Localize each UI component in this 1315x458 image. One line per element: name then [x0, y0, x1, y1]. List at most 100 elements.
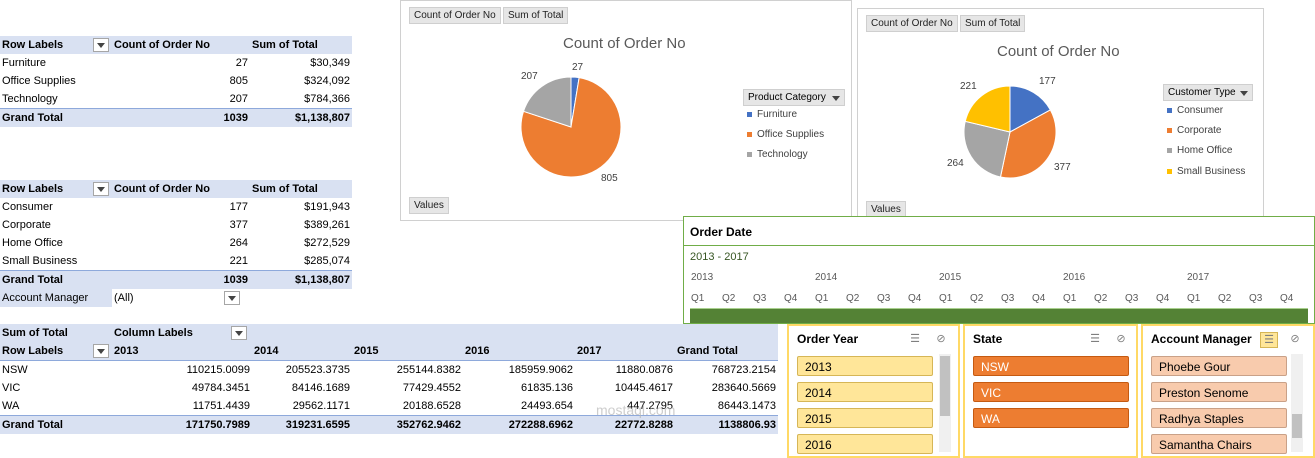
data-label: 264 [947, 158, 964, 169]
legend-swatch [747, 111, 752, 117]
pivot-chart-customer-type[interactable]: Count of Order No Sum of Total Count of … [857, 8, 1264, 219]
timeline-quarter[interactable]: Q4 [1280, 293, 1294, 304]
slicer-item[interactable]: 2016 [797, 434, 933, 454]
table-row[interactable]: Corporate 377 $389,261 [2, 219, 350, 231]
slicer-item[interactable]: NSW [973, 356, 1129, 376]
pie-chart [963, 85, 1057, 179]
timeline-quarter[interactable]: Q2 [846, 293, 860, 304]
legend-header: Customer Type [1168, 87, 1236, 98]
clear-filter-icon[interactable]: ⊘ [1290, 333, 1300, 345]
clear-filter-icon[interactable]: ⊘ [1116, 333, 1126, 345]
row-labels-filter-button[interactable] [93, 344, 110, 358]
chart-title: Count of Order No [563, 35, 686, 52]
timeline-quarter[interactable]: Q4 [1156, 293, 1170, 304]
grand-total-row: Grand Total 171750.7989 319231.6595 352762.… [0, 415, 779, 434]
table-row[interactable]: Home Office 264 $272,529 [2, 237, 350, 249]
timeline-quarter[interactable]: Q3 [753, 293, 767, 304]
values-corner: Sum of Total [0, 324, 112, 342]
table-row[interactable]: Small Business 221 $285,074 [2, 255, 350, 267]
pie-slice[interactable] [999, 109, 1057, 179]
order-year-slicer[interactable]: Order Year ☰ ⊘ 2013 2014 2015 2016 [787, 324, 960, 458]
count-header: Count of Order No [112, 180, 250, 198]
row-labels-filter-button[interactable] [93, 182, 110, 196]
timeline-quarter[interactable]: Q3 [1125, 293, 1139, 304]
slicer-item[interactable]: Samantha Chairs [1151, 434, 1287, 454]
table-row[interactable]: NSW 110215.0099 205523.3735 255144.8382 1859… [2, 364, 777, 376]
row-labels-header: Row Labels [2, 38, 64, 51]
slicer-item[interactable]: Radhya Staples [1151, 408, 1287, 428]
legend-header: Product Category [748, 92, 826, 103]
pie-slice[interactable] [963, 120, 1011, 178]
slicer-title: State [973, 332, 1003, 346]
pie-chart [520, 76, 622, 178]
slicer-item[interactable]: Preston Senome [1151, 382, 1287, 402]
multi-select-icon[interactable]: ☰ [910, 333, 920, 345]
timeline-quarter[interactable]: Q1 [691, 293, 705, 304]
timeline-range: 2013 - 2017 [690, 251, 749, 263]
slicer-item[interactable]: VIC [973, 382, 1129, 402]
grand-total-row: Grand Total 1039 $1,138,807 [0, 108, 352, 127]
multi-select-icon[interactable]: ☰ [1260, 332, 1278, 348]
timeline-quarter[interactable]: Q2 [1218, 293, 1232, 304]
table-row[interactable]: Furniture 27 $30,349 [2, 57, 350, 69]
timeline-quarter[interactable]: Q3 [877, 293, 891, 304]
values-field-button[interactable]: Values [866, 201, 906, 218]
pie-slice[interactable] [964, 85, 1011, 133]
table-row[interactable]: VIC 49784.3451 84146.1689 77429.4552 61835.1… [2, 382, 777, 394]
sum-field-button[interactable]: Sum of Total [503, 7, 569, 24]
data-label: 377 [1054, 162, 1071, 173]
count-header: Count of Order No [112, 36, 250, 54]
slicer-item[interactable]: 2015 [797, 408, 933, 428]
slicer-item[interactable]: Phoebe Gour [1151, 356, 1287, 376]
count-field-button[interactable]: Count of Order No [409, 7, 501, 24]
legend-filter-button[interactable]: Product Category [743, 89, 845, 106]
row-labels-filter-button[interactable] [93, 38, 110, 52]
count-field-button[interactable]: Count of Order No [866, 15, 958, 32]
timeline-quarter[interactable]: Q4 [1032, 293, 1046, 304]
timeline-quarter[interactable]: Q3 [1249, 293, 1263, 304]
legend-swatch [1167, 107, 1172, 113]
row-labels-header: Row Labels [2, 344, 64, 357]
slicer-item[interactable]: 2013 [797, 356, 933, 376]
year-header: 2013 [112, 342, 252, 361]
account-manager-filter-button[interactable] [223, 291, 240, 305]
timeline-quarter[interactable]: Q1 [939, 293, 953, 304]
pie-slice[interactable] [522, 76, 572, 128]
pivot-chart-product-category[interactable]: Count of Order No Sum of Total Count of … [400, 0, 852, 221]
order-date-timeline[interactable]: Order Date 2013 - 2017 2013 2014 2015 20… [683, 216, 1315, 324]
timeline-quarter[interactable]: Q2 [970, 293, 984, 304]
timeline-quarter[interactable]: Q3 [1001, 293, 1015, 304]
column-labels-filter-button[interactable] [230, 326, 247, 340]
slicer-item[interactable]: WA [973, 408, 1129, 428]
values-field-button[interactable]: Values [409, 197, 449, 214]
pie-slice[interactable] [1009, 85, 1052, 133]
multi-select-icon[interactable]: ☰ [1090, 333, 1100, 345]
slicer-scrollbar[interactable] [1291, 354, 1303, 452]
sum-field-button[interactable]: Sum of Total [960, 15, 1026, 32]
table-row[interactable]: Technology 207 $784,366 [2, 93, 350, 105]
timeline-quarter[interactable]: Q1 [1187, 293, 1201, 304]
sum-header: Sum of Total [250, 36, 352, 54]
timeline-quarter[interactable]: Q4 [784, 293, 798, 304]
timeline-quarter[interactable]: Q2 [1094, 293, 1108, 304]
legend-swatch [1167, 127, 1172, 133]
pivot-table-category: Row Labels Count of Order No Sum of Tota… [0, 36, 352, 127]
timeline-quarter[interactable]: Q1 [815, 293, 829, 304]
data-label: 221 [960, 81, 977, 92]
legend-filter-button[interactable]: Customer Type [1163, 84, 1253, 101]
column-labels-header: Column Labels [114, 326, 193, 339]
slicer-item[interactable]: 2014 [797, 382, 933, 402]
timeline-quarter[interactable]: Q1 [1063, 293, 1077, 304]
timeline-quarter[interactable]: Q2 [722, 293, 736, 304]
state-slicer[interactable]: State ☰ ⊘ NSW VIC WA [963, 324, 1138, 458]
table-row[interactable]: Consumer 177 $191,943 [2, 201, 350, 213]
table-row[interactable]: Office Supplies 805 $324,092 [2, 75, 350, 87]
clear-filter-icon[interactable]: ⊘ [936, 333, 946, 345]
scrollbar-thumb[interactable] [1292, 414, 1302, 438]
timeline-quarter[interactable]: Q4 [908, 293, 922, 304]
table-row[interactable]: WA 11751.4439 29562.1171 20188.6528 24493.65… [2, 400, 777, 412]
slicer-scrollbar[interactable] [939, 354, 951, 452]
scrollbar-thumb[interactable] [940, 356, 950, 416]
timeline-selection-bar[interactable] [690, 308, 1308, 323]
account-manager-slicer[interactable]: Account Manager ☰ ⊘ Phoebe Gour Preston … [1141, 324, 1315, 458]
